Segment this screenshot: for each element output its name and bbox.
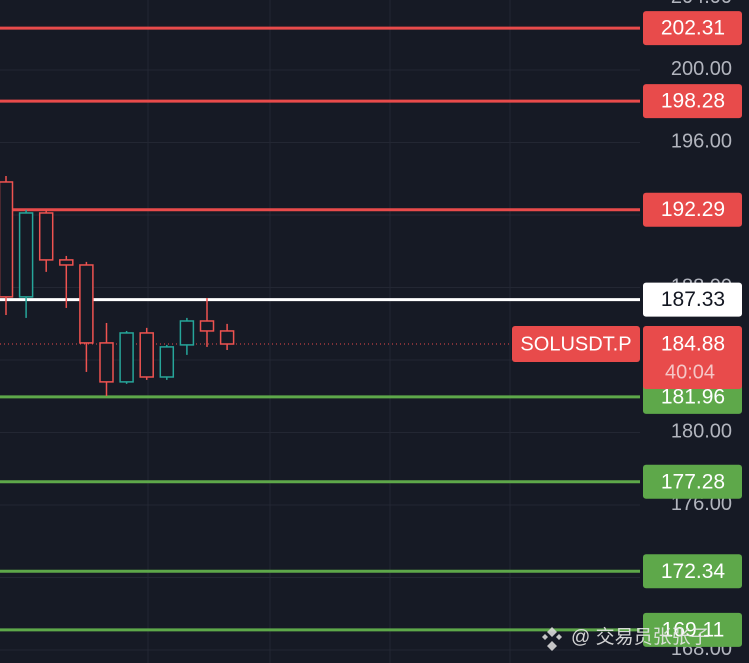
candle-body (38, 212, 54, 261)
candle-body (59, 259, 74, 266)
level-label: 198.28 (661, 90, 725, 113)
vertical-grid (147, 0, 511, 663)
candle-body (219, 330, 235, 345)
candle-body (99, 342, 114, 383)
y-tick-label: 200.00 (671, 58, 732, 80)
y-tick-label: 180.00 (671, 421, 732, 443)
candle-body (119, 332, 134, 383)
level-label: 192.29 (661, 198, 725, 221)
level-label-bg (643, 11, 742, 46)
watermark-text: @ 交易员张张子 (571, 626, 710, 648)
candle-body (0, 181, 14, 298)
symbol-label: SOLUSDT.P (520, 333, 631, 355)
candle-body (179, 320, 195, 346)
candle-body (139, 332, 154, 378)
watermark: @ 交易员张张子 (542, 626, 710, 651)
watermark-icon (542, 627, 562, 651)
candle-body (79, 264, 94, 344)
level-label-bg (643, 282, 742, 317)
level-label-bg (643, 84, 742, 119)
countdown-label: 40:04 (665, 361, 715, 383)
candle-body (18, 212, 34, 298)
level-label: 181.96 (661, 385, 725, 408)
level-label-bg (643, 464, 742, 499)
y-tick-label: 204.00 (671, 0, 732, 8)
level-label: 202.31 (661, 17, 725, 40)
symbol-label-bg (512, 326, 640, 363)
price-label-bg (643, 326, 742, 390)
level-label-bg (643, 192, 742, 227)
candle-body (159, 346, 175, 378)
level-label-bg (643, 554, 742, 589)
level-label: 169.11 (662, 618, 725, 641)
y-tick-label: 196.00 (671, 131, 732, 153)
level-label: 177.28 (661, 470, 725, 493)
level-label: 187.33 (661, 288, 725, 311)
level-label: 172.34 (661, 560, 726, 583)
candle-body (199, 320, 215, 332)
price-label: 184.88 (661, 333, 725, 356)
level-label-bg (643, 612, 742, 647)
